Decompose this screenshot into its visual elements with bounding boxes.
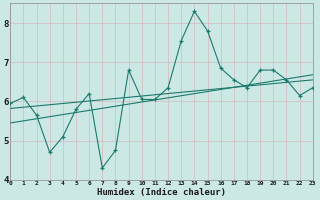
X-axis label: Humidex (Indice chaleur): Humidex (Indice chaleur) [97,188,226,197]
